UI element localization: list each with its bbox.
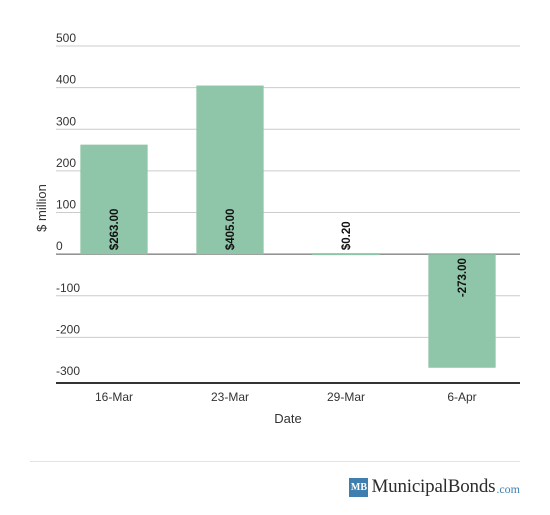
y-tick-label: 300 bbox=[56, 114, 76, 128]
logo-name: MunicipalBonds bbox=[371, 476, 496, 497]
bar bbox=[428, 254, 496, 368]
bar-chart: 500 400 300 200 100 0 -100 -200 -300 $263.00 $405… bbox=[34, 31, 520, 426]
data-label: $405.00 bbox=[225, 209, 237, 251]
y-tick-label: -200 bbox=[56, 322, 80, 336]
x-tick-label: 29-Mar bbox=[327, 390, 365, 404]
x-axis-label: Date bbox=[274, 411, 301, 426]
x-axis-ticks: 16-Mar 23-Mar 29-Mar 6-Apr bbox=[95, 390, 477, 404]
y-tick-label: 200 bbox=[56, 156, 76, 170]
logo-badge: MB bbox=[349, 477, 369, 497]
y-tick-label: 0 bbox=[56, 239, 63, 253]
data-labels: $263.00 $405.00 $0.20 -273.00 bbox=[109, 209, 469, 298]
bar bbox=[196, 85, 264, 255]
y-axis-label: $ million bbox=[34, 184, 49, 232]
bar bbox=[312, 253, 380, 256]
x-tick-label: 6-Apr bbox=[447, 390, 476, 404]
x-tick-label: 23-Mar bbox=[211, 390, 249, 404]
bar bbox=[80, 144, 148, 255]
data-label: $0.20 bbox=[341, 221, 353, 250]
municipalbonds-logo[interactable]: MB MunicipalBonds .com bbox=[349, 476, 520, 497]
y-tick-label: 100 bbox=[56, 198, 76, 212]
data-label: $263.00 bbox=[109, 209, 121, 251]
y-tick-label: -300 bbox=[56, 364, 80, 378]
logo-tld: .com bbox=[496, 482, 520, 496]
y-axis-ticks: 500 400 300 200 100 0 -100 -200 -300 bbox=[56, 31, 80, 378]
data-label: -273.00 bbox=[457, 258, 469, 297]
footer-divider bbox=[30, 461, 520, 462]
bars bbox=[80, 85, 496, 368]
y-tick-label: 500 bbox=[56, 31, 76, 45]
y-tick-label: 400 bbox=[56, 73, 76, 87]
x-tick-label: 16-Mar bbox=[95, 390, 133, 404]
y-tick-label: -100 bbox=[56, 281, 80, 295]
